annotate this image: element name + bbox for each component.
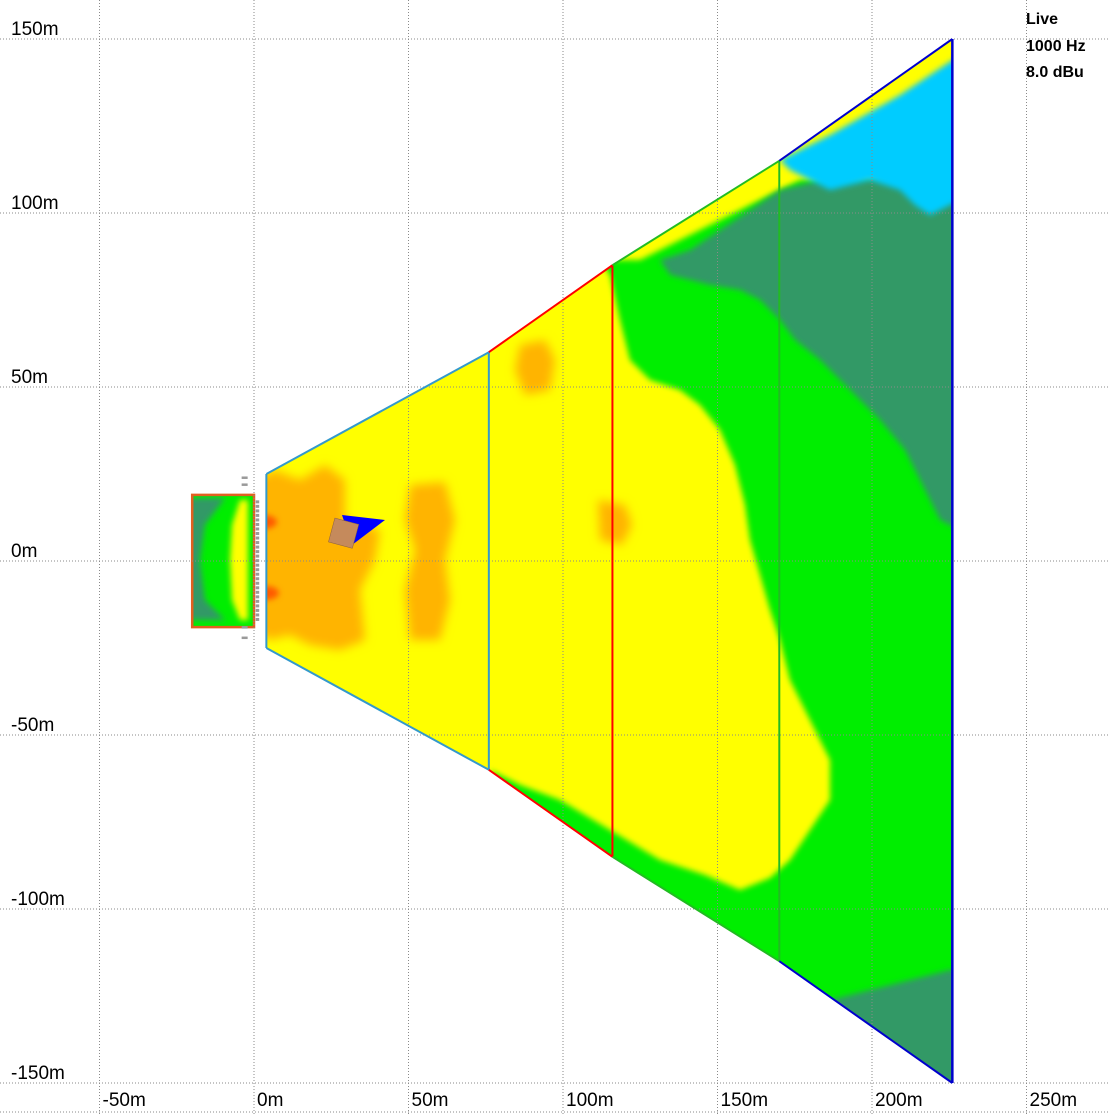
y-tick-label: 100m — [11, 193, 59, 214]
x-tick-label: 250m — [1030, 1090, 1078, 1111]
spl-darkgreen-region — [660, 175, 953, 530]
speaker-element — [255, 581, 260, 585]
speaker-element — [255, 518, 260, 522]
speaker-element — [241, 626, 248, 629]
zone-outlines — [265, 38, 954, 1084]
x-tick-label: -50m — [103, 1090, 146, 1111]
info-mode: Live — [1026, 11, 1058, 28]
y-tick-label: -50m — [11, 715, 54, 736]
zone-1-bottom-edge[interactable] — [265, 647, 490, 771]
speaker-element — [255, 504, 260, 508]
zone-4-top-edge[interactable] — [778, 38, 953, 162]
speaker-element — [255, 509, 260, 513]
y-tick-label: -150m — [11, 1063, 65, 1084]
speaker-element — [255, 541, 260, 545]
spl-orange-frontfill — [266, 465, 380, 650]
speaker-element — [241, 483, 248, 486]
speaker-element — [255, 554, 260, 558]
y-tick-label: -100m — [11, 889, 65, 910]
stage-darkgreen — [192, 498, 225, 620]
spl-red-hotspot-1 — [266, 515, 277, 529]
spl-red-layer — [266, 515, 279, 600]
speaker-element — [255, 559, 260, 563]
spl-red-hotspot-2 — [266, 586, 279, 600]
speaker-element — [255, 532, 260, 536]
zone-4-bottom-edge[interactable] — [778, 960, 953, 1084]
speaker-element — [255, 604, 260, 608]
speaker-array[interactable] — [241, 476, 260, 640]
speaker-element — [255, 513, 260, 517]
stage-yellow — [230, 500, 248, 620]
speaker-element — [255, 613, 260, 617]
zone-1-top-edge[interactable] — [265, 351, 490, 475]
zone-2-bottom-edge[interactable] — [488, 768, 614, 858]
spl-cyan-region — [780, 55, 953, 215]
speaker-element — [255, 572, 260, 576]
y-tick-label: 150m — [11, 19, 59, 40]
speaker-element — [255, 590, 260, 594]
speaker-element — [255, 550, 260, 554]
zone-2-top-edge[interactable] — [488, 264, 614, 354]
speaker-element — [255, 527, 260, 531]
x-tick-label: 50m — [412, 1090, 449, 1111]
y-tick-label: 0m — [11, 541, 37, 562]
x-tick-label: 200m — [875, 1090, 923, 1111]
speaker-element — [255, 568, 260, 572]
speaker-element — [255, 586, 260, 590]
info-level: 8.0 dBu — [1026, 64, 1084, 81]
speaker-element — [241, 476, 248, 479]
x-tick-label: 100m — [566, 1090, 614, 1111]
x-tick-label: 0m — [257, 1090, 283, 1111]
obstacle-object[interactable] — [328, 517, 360, 549]
y-axis-labels: 150m 100m 50m 0m -50m -100m -150m — [11, 19, 65, 1084]
speaker-element — [255, 617, 260, 621]
info-frequency: 1000 Hz — [1026, 38, 1086, 55]
y-tick-label: 50m — [11, 367, 48, 388]
speaker-element — [255, 608, 260, 612]
speaker-element — [255, 545, 260, 549]
x-axis-labels: -50m 0m 50m 100m 150m 200m 250m — [103, 1090, 1078, 1111]
spl-cyan-layer — [780, 55, 953, 215]
speaker-element — [255, 599, 260, 603]
zone-3-top-edge[interactable] — [611, 159, 780, 267]
x-tick-label: 150m — [721, 1090, 769, 1111]
spl-orange-patch-3 — [598, 500, 632, 545]
speaker-element — [241, 636, 248, 640]
speaker-element — [255, 595, 260, 599]
zone-3-bottom-edge[interactable] — [611, 855, 780, 963]
speaker-element — [255, 577, 260, 581]
speaker-element — [255, 500, 260, 504]
speaker-element — [255, 522, 260, 526]
spl-orange-patch-2 — [515, 340, 555, 395]
speaker-element — [255, 563, 260, 567]
info-box: Live 1000 Hz 8.0 dBu — [1026, 11, 1086, 81]
speaker-element — [255, 536, 260, 540]
